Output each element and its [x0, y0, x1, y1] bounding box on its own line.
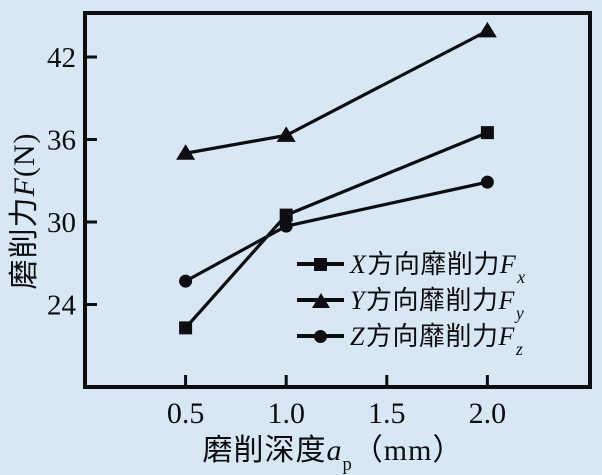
legend-series-letter: Y — [350, 285, 365, 315]
legend-row: Y方向靡削力Fy — [297, 280, 526, 323]
y-axis-label-cn: 磨削力 — [8, 196, 41, 290]
series-line-y — [185, 29, 489, 155]
data-point-square — [480, 126, 494, 140]
legend-key — [297, 328, 344, 345]
y-axis-label: 磨削力F(N) — [0, 133, 43, 290]
x-axis-label-cn: 磨削深度 — [202, 434, 327, 467]
legend-row: Z方向靡削力Fz — [297, 316, 526, 359]
legend-series-cn: 方向靡削力 — [365, 285, 499, 315]
axis-frame — [83, 11, 592, 389]
legend-series-subscript: y — [515, 302, 525, 323]
y-tick-label: 36 — [47, 125, 76, 157]
legend-label: Y方向靡削力Fy — [350, 280, 525, 323]
legend-row: X方向靡削力Fx — [297, 244, 526, 287]
legend-series-subscript: z — [515, 338, 524, 359]
y-tick-label: 42 — [47, 42, 76, 74]
x-axis-label: 磨削深度ap（mm） — [202, 425, 464, 475]
x-tick-label: 0.5 — [167, 397, 205, 430]
x-tick-label: 1.5 — [368, 397, 406, 430]
data-point-triangle — [176, 144, 196, 160]
x-axis-label-sub: p — [342, 453, 353, 475]
legend-label: Z方向靡削力Fz — [350, 316, 524, 359]
legend: X方向靡削力Fx Y方向靡削力Fy Z方向靡削力Fz — [297, 244, 526, 359]
y-tick-label: 24 — [47, 290, 77, 322]
y-axis-label-unit: (N) — [8, 132, 41, 178]
legend-key — [297, 292, 344, 309]
legend-series-symbol: F — [498, 285, 515, 315]
legend-label: X方向靡削力Fx — [350, 244, 526, 287]
y-axis-label-var: F — [8, 177, 41, 197]
data-point-square — [279, 208, 293, 222]
data-point-triangle — [276, 126, 296, 142]
x-axis-label-var: a — [326, 434, 343, 467]
legend-series-symbol: F — [498, 321, 515, 351]
data-point-triangle — [477, 21, 497, 38]
legend-series-letter: X — [350, 249, 367, 279]
data-point-circle — [279, 219, 293, 233]
x-axis-label-unit: （mm） — [352, 434, 464, 467]
data-point-circle — [480, 175, 494, 189]
legend-triangle-marker-icon — [311, 292, 330, 308]
legend-square-marker-icon — [314, 257, 327, 271]
x-tick-label: 2.0 — [469, 397, 507, 430]
y-tick-label: 30 — [47, 207, 76, 239]
data-point-circle — [179, 274, 193, 288]
data-point-square — [179, 321, 193, 335]
legend-key — [297, 256, 344, 273]
legend-series-cn: 方向靡削力 — [367, 249, 500, 279]
legend-series-cn: 方向靡削力 — [365, 321, 499, 351]
legend-series-letter: Z — [350, 321, 365, 351]
legend-series-symbol: F — [499, 249, 517, 279]
legend-series-subscript: x — [517, 266, 526, 287]
legend-circle-marker-icon — [314, 329, 327, 343]
x-tick-label: 1.0 — [267, 397, 305, 430]
